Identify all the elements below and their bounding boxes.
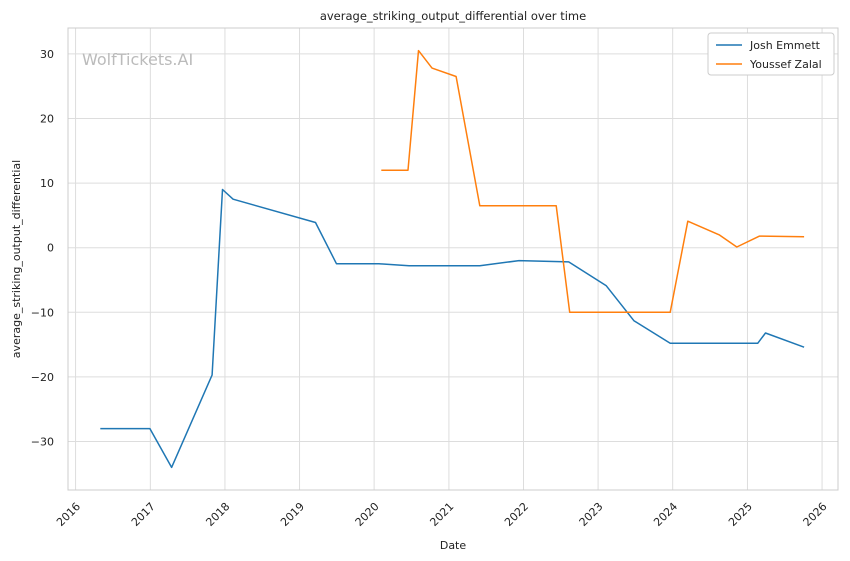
series-lines [100,49,805,469]
x-tick-label: 2016 [54,500,83,529]
y-tick-label: 20 [40,112,54,125]
x-tick-label: 2022 [502,500,531,529]
y-tick-label: 30 [40,48,54,61]
chart-title: average_striking_output_differential ove… [320,9,586,23]
plot-background [68,28,838,490]
watermark: WolfTickets.AI [82,50,193,69]
y-tick-label: −10 [31,306,54,319]
legend: Josh Emmett Youssef Zalal [707,32,835,76]
x-tick-label: 2017 [129,500,158,529]
y-tick-label: 0 [47,242,54,255]
x-tick-label: 2019 [278,500,307,529]
legend-label-youssef-zalal: Youssef Zalal [749,58,822,71]
y-tick-label: 10 [40,177,54,190]
x-tick-labels: 2016 2017 2018 2019 2020 2021 2022 2023 2024 2025… [54,500,829,529]
grid [68,28,838,490]
legend-label-josh-emmett: Josh Emmett [749,39,821,52]
x-tick-label: 2025 [726,500,755,529]
x-tick-label: 2026 [801,500,830,529]
x-tick-label: 2023 [577,500,606,529]
x-tick-label: 2021 [427,500,456,529]
x-tick-label: 2018 [203,500,232,529]
series-line-josh-emmett [100,188,805,469]
y-tick-label: −20 [31,371,54,384]
y-tick-label: −30 [31,436,54,449]
series-line-youssef-zalal [381,49,805,314]
x-axis-label: Date [440,539,467,552]
x-tick-label: 2020 [353,500,382,529]
x-tick-label: 2024 [651,500,680,529]
y-tick-labels: 30 20 10 0 −10 −20 −30 [31,48,54,449]
plot-frame [67,27,839,491]
y-axis-label: average_striking_output_differential [10,160,23,358]
